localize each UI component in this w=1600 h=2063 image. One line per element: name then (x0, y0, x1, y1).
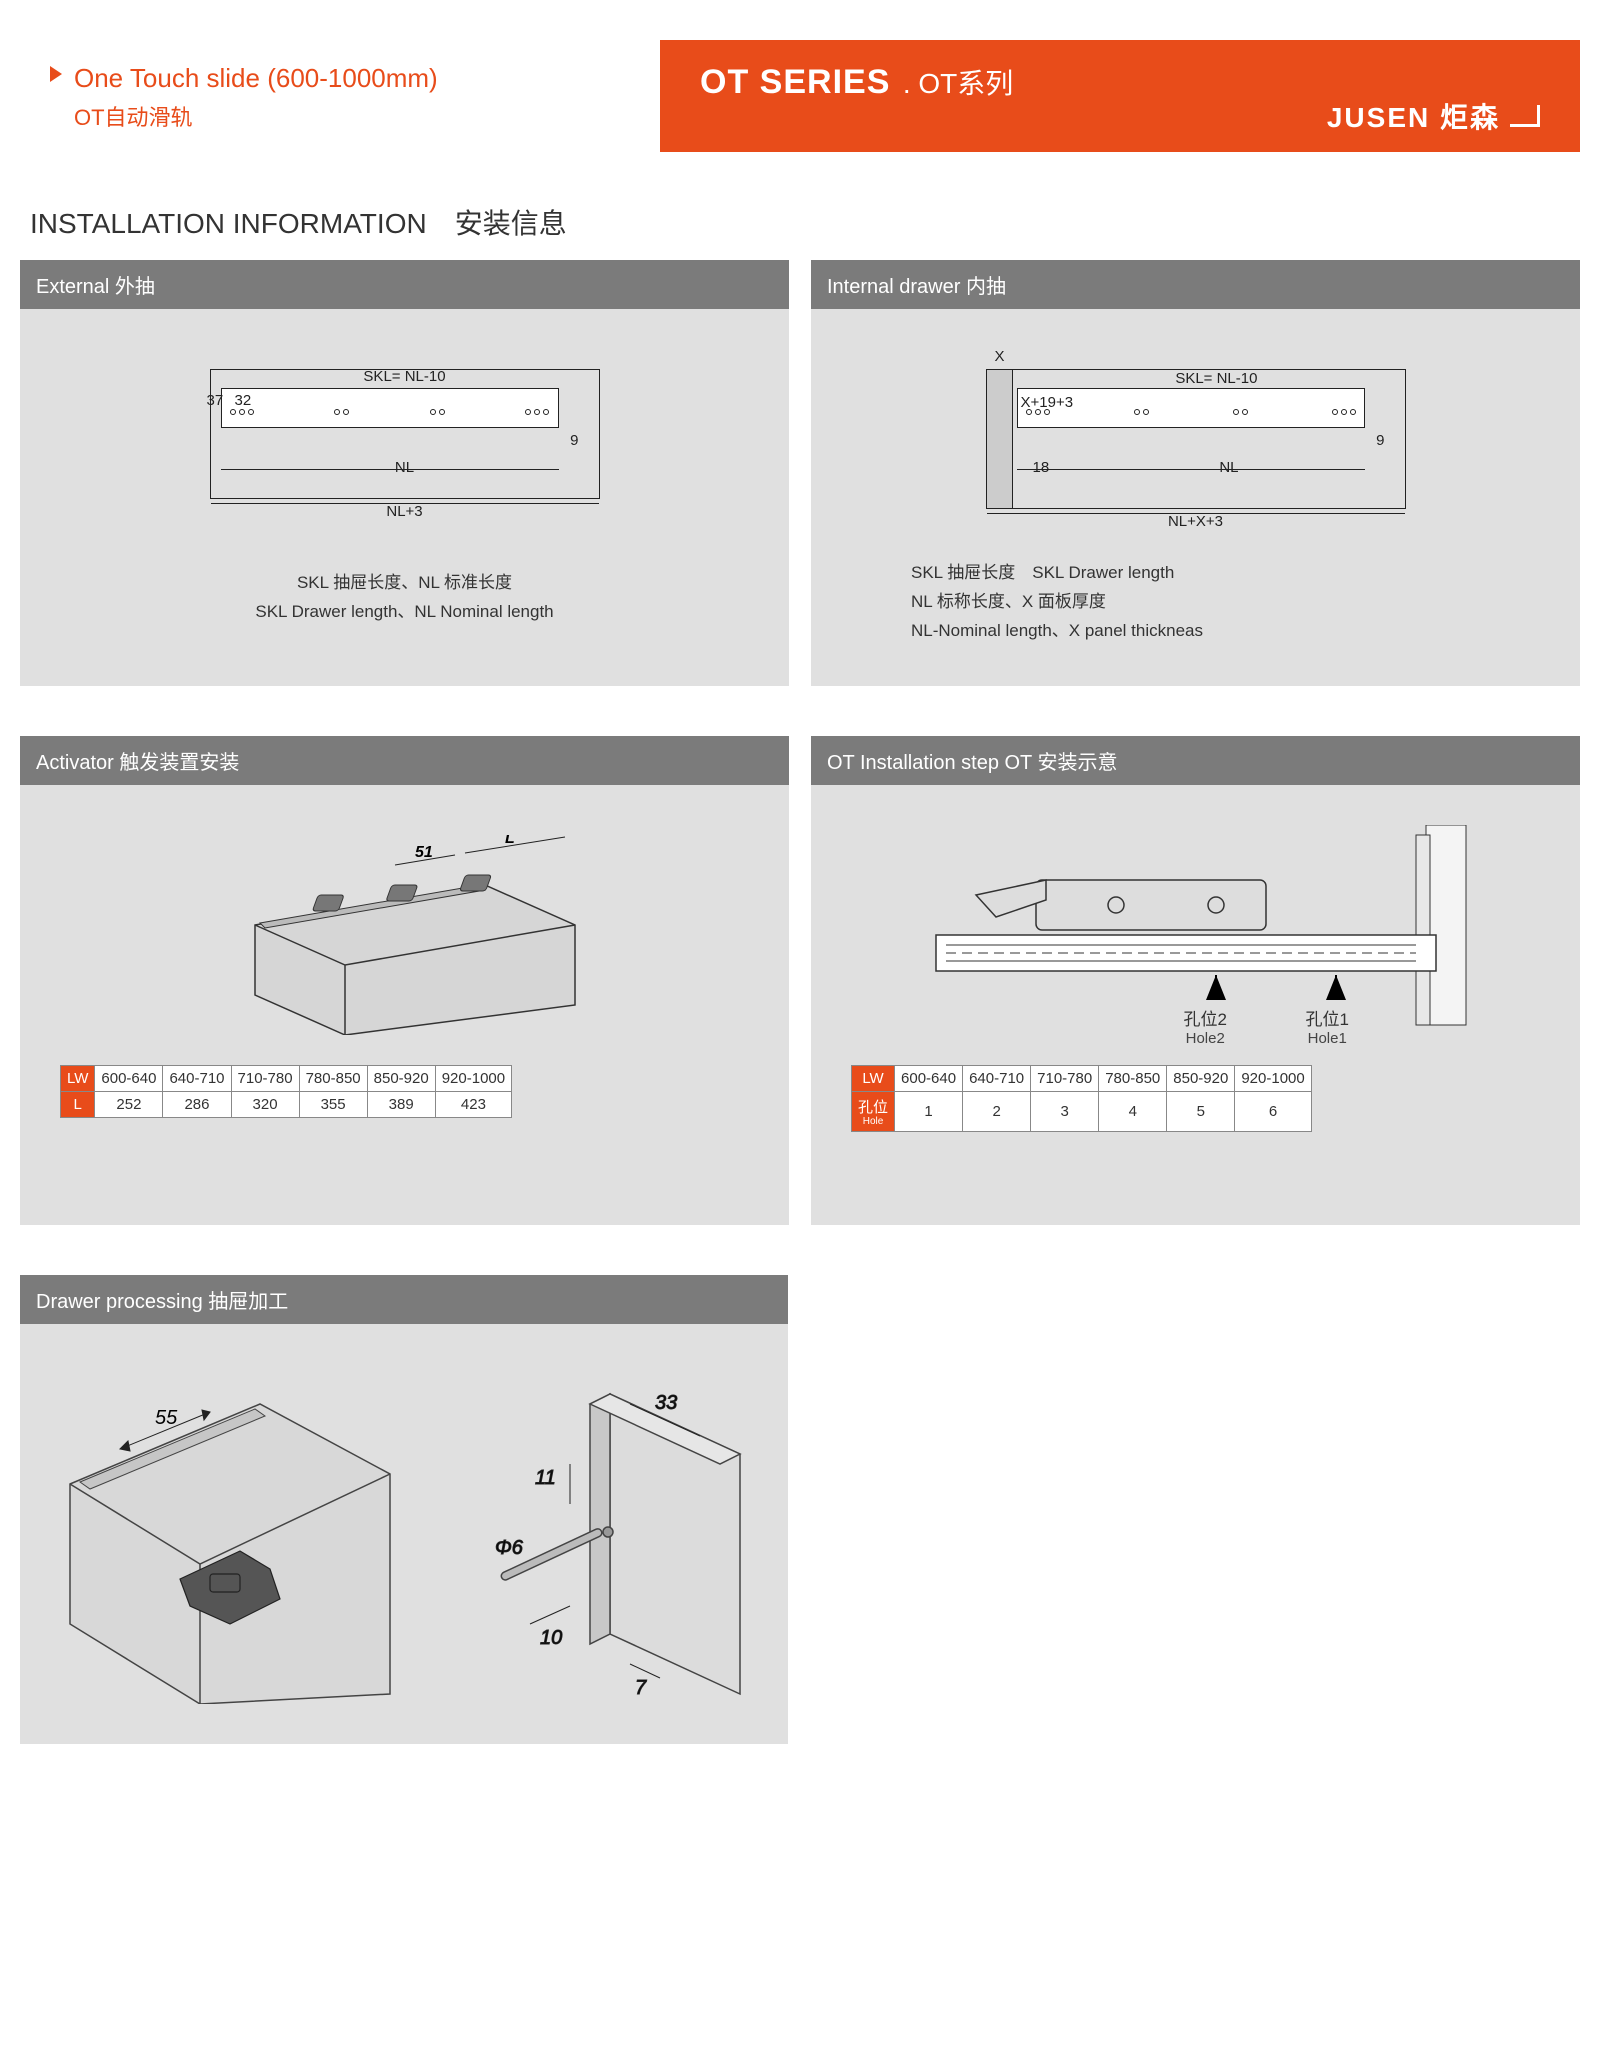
triangle-icon (50, 66, 62, 82)
dim-9: 9 (570, 432, 578, 449)
dim-37: 37 (207, 392, 224, 409)
ot-step-table: LW 600-640640-710 710-780780-850 850-920… (851, 1065, 1312, 1132)
svg-text:51: 51 (415, 844, 433, 861)
drawer-processing-right-diagram: 33 11 Φ6 10 7 (440, 1364, 780, 1704)
external-desc-cn: SKL 抽屉长度、NL 标准长度 (60, 569, 749, 598)
page-header: One Touch slide (600-1000mm) OT自动滑轨 OT S… (20, 40, 1580, 152)
dim-nl3: NL+3 (386, 503, 422, 520)
external-desc-en: SKL Drawer length、NL Nominal length (60, 598, 749, 627)
panel-ot-step: OT Installation step OT 安装示意 (811, 736, 1580, 1225)
panel-head-drawer-processing: Drawer processing 抽屉加工 (20, 1275, 788, 1324)
header-left: One Touch slide (600-1000mm) OT自动滑轨 (20, 40, 660, 152)
table-row-label: LW (61, 1066, 95, 1092)
brand-icon (1510, 105, 1540, 127)
dim-x: X (995, 348, 1005, 365)
svg-text:7: 7 (635, 1677, 647, 1699)
svg-text:11: 11 (535, 1467, 556, 1489)
drawer-processing-left-diagram: 55 (60, 1364, 400, 1704)
activator-table: LW 600-640640-710 710-780780-850 850-920… (60, 1065, 512, 1118)
product-title: One Touch slide (600-1000mm) (74, 60, 438, 96)
svg-text:10: 10 (540, 1627, 562, 1649)
internal-desc2: NL 标称长度、X 面板厚度 (911, 588, 1540, 617)
brand-logo: JUSEN 炬森 (1327, 96, 1540, 136)
ot-step-diagram: 孔位2 Hole2 孔位1 Hole1 (916, 825, 1476, 1045)
dim-nlx3: NL+X+3 (1168, 513, 1223, 530)
product-subtitle: OT自动滑轨 (74, 100, 438, 132)
internal-desc1: SKL 抽屉长度 SKL Drawer length (911, 559, 1540, 588)
external-diagram: SKL= NL-10 37 32 9 NL NL+3 (210, 369, 600, 499)
label-skl: SKL= NL-10 (1175, 370, 1257, 387)
hole1-label-en: Hole1 (1306, 1030, 1349, 1047)
svg-text:55: 55 (155, 1407, 178, 1429)
label-skl: SKL= NL-10 (363, 368, 445, 385)
panel-drawer-processing: Drawer processing 抽屉加工 (20, 1275, 788, 1744)
series-subtitle: . OT系列 (903, 68, 1013, 99)
dim-nl: NL (1219, 459, 1238, 476)
series-title: OT SERIES (700, 63, 890, 101)
dim-18: 18 (1033, 459, 1050, 476)
panel-internal: Internal drawer 内抽 X SKL= NL-10 X+ (811, 260, 1580, 686)
dim-nl: NL (395, 459, 414, 476)
panel-activator: Activator 触发装置安装 (20, 736, 789, 1225)
panel-head-external: External 外抽 (20, 260, 789, 309)
svg-text:33: 33 (655, 1392, 677, 1414)
internal-diagram: X SKL= NL-10 X+19+3 18 9 NL (986, 369, 1406, 509)
dim-32: 32 (235, 392, 252, 409)
dim-x19: X+19+3 (1021, 394, 1074, 411)
header-right: OT SERIES . OT系列 JUSEN 炬森 (660, 40, 1580, 152)
panel-head-ot-step: OT Installation step OT 安装示意 (811, 736, 1580, 785)
svg-text:L: L (505, 835, 515, 847)
activator-diagram: 51 L (205, 835, 605, 1035)
table-row-label: L (61, 1092, 95, 1118)
hole2-label-en: Hole2 (1184, 1030, 1227, 1047)
hole2-label: 孔位2 (1184, 1005, 1227, 1030)
internal-desc3: NL-Nominal length、X panel thickneas (911, 617, 1540, 646)
dim-9: 9 (1376, 432, 1384, 449)
panel-external: External 外抽 SKL= NL-10 37 32 9 (20, 260, 789, 686)
panel-head-internal: Internal drawer 内抽 (811, 260, 1580, 309)
hole1-label: 孔位1 (1306, 1005, 1349, 1030)
table-row-label: 孔位 Hole (852, 1092, 895, 1132)
svg-text:Φ6: Φ6 (495, 1537, 524, 1559)
section-title: INSTALLATION INFORMATION 安装信息 (30, 202, 1580, 242)
panel-head-activator: Activator 触发装置安装 (20, 736, 789, 785)
table-row-label: LW (852, 1066, 895, 1092)
